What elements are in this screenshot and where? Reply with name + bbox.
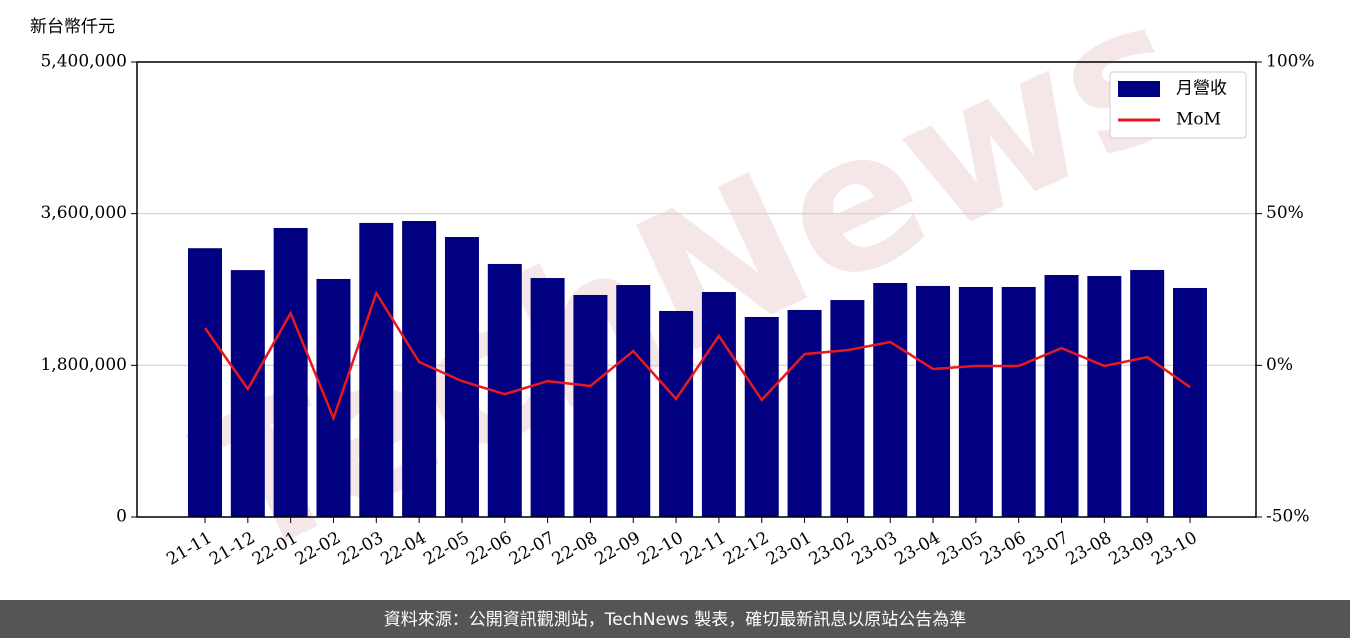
bar (530, 278, 565, 517)
legend-label: MoM (1176, 110, 1221, 130)
footer-bar (0, 600, 1350, 638)
plot-frame (136, 61, 1257, 518)
y-tick-label: 3,600,000 (40, 203, 127, 223)
y-axis-label: 新台幣仟元 (30, 17, 115, 37)
x-tick-label: 22-07 (506, 528, 558, 570)
bar (273, 227, 308, 518)
bar (830, 300, 865, 517)
bar (1001, 286, 1036, 517)
x-tick-label: 23-02 (806, 528, 858, 570)
y2-tick-label: 0% (1266, 355, 1293, 375)
x-tick-label: 22-12 (720, 528, 772, 570)
bar (316, 278, 351, 517)
x-tick-label: 22-08 (549, 528, 601, 570)
bar (1044, 275, 1079, 517)
bar (1130, 270, 1165, 517)
bar (916, 285, 951, 517)
bar (1087, 276, 1122, 517)
y-tick-label: 5,400,000 (40, 52, 127, 72)
bar (873, 283, 908, 517)
line (203, 290, 1191, 422)
footer-text: 資料來源：公開資訊觀測站，TechNews 製表，確切最新訊息以原站公告為準 (384, 610, 966, 630)
bar (230, 270, 265, 517)
x-tick-label: 23-01 (763, 528, 815, 570)
legend-label: 月營收 (1176, 79, 1227, 99)
bar (787, 309, 822, 517)
bar (1173, 287, 1207, 517)
x-tick-label: 22-10 (634, 528, 686, 570)
x-tick-label: 21-11 (163, 528, 215, 570)
x-tick-label: 23-09 (1105, 528, 1157, 570)
y2-tick-label: 100% (1266, 52, 1315, 72)
bar (573, 294, 608, 517)
x-tick-label: 22-11 (677, 528, 729, 570)
x-tick-label: 22-09 (592, 528, 644, 570)
legend-swatch (1118, 81, 1160, 97)
x-tick-label: 23-03 (849, 528, 901, 570)
bar (701, 292, 736, 517)
y-tick-label: 1,800,000 (40, 355, 127, 375)
x-tick-label: 22-05 (420, 528, 472, 570)
x-tick-label: 23-04 (891, 528, 943, 570)
x-tick-label: 23-06 (977, 528, 1029, 570)
y-tick-label: 0 (116, 507, 127, 527)
bar (744, 316, 779, 517)
bar (402, 220, 437, 517)
bar (359, 222, 394, 517)
y2-tick-label: 50% (1266, 203, 1304, 223)
bar (958, 286, 993, 517)
x-tick-label: 23-07 (1020, 528, 1072, 570)
y2-tick-label: -50% (1266, 507, 1310, 527)
x-tick-label: 23-05 (934, 528, 986, 570)
bar (659, 310, 694, 517)
bar (616, 285, 651, 517)
bar (188, 248, 222, 518)
x-tick-label: 23-08 (1063, 528, 1115, 570)
x-tick-label: 23-10 (1148, 528, 1200, 570)
x-tick-label: 22-06 (463, 528, 515, 570)
